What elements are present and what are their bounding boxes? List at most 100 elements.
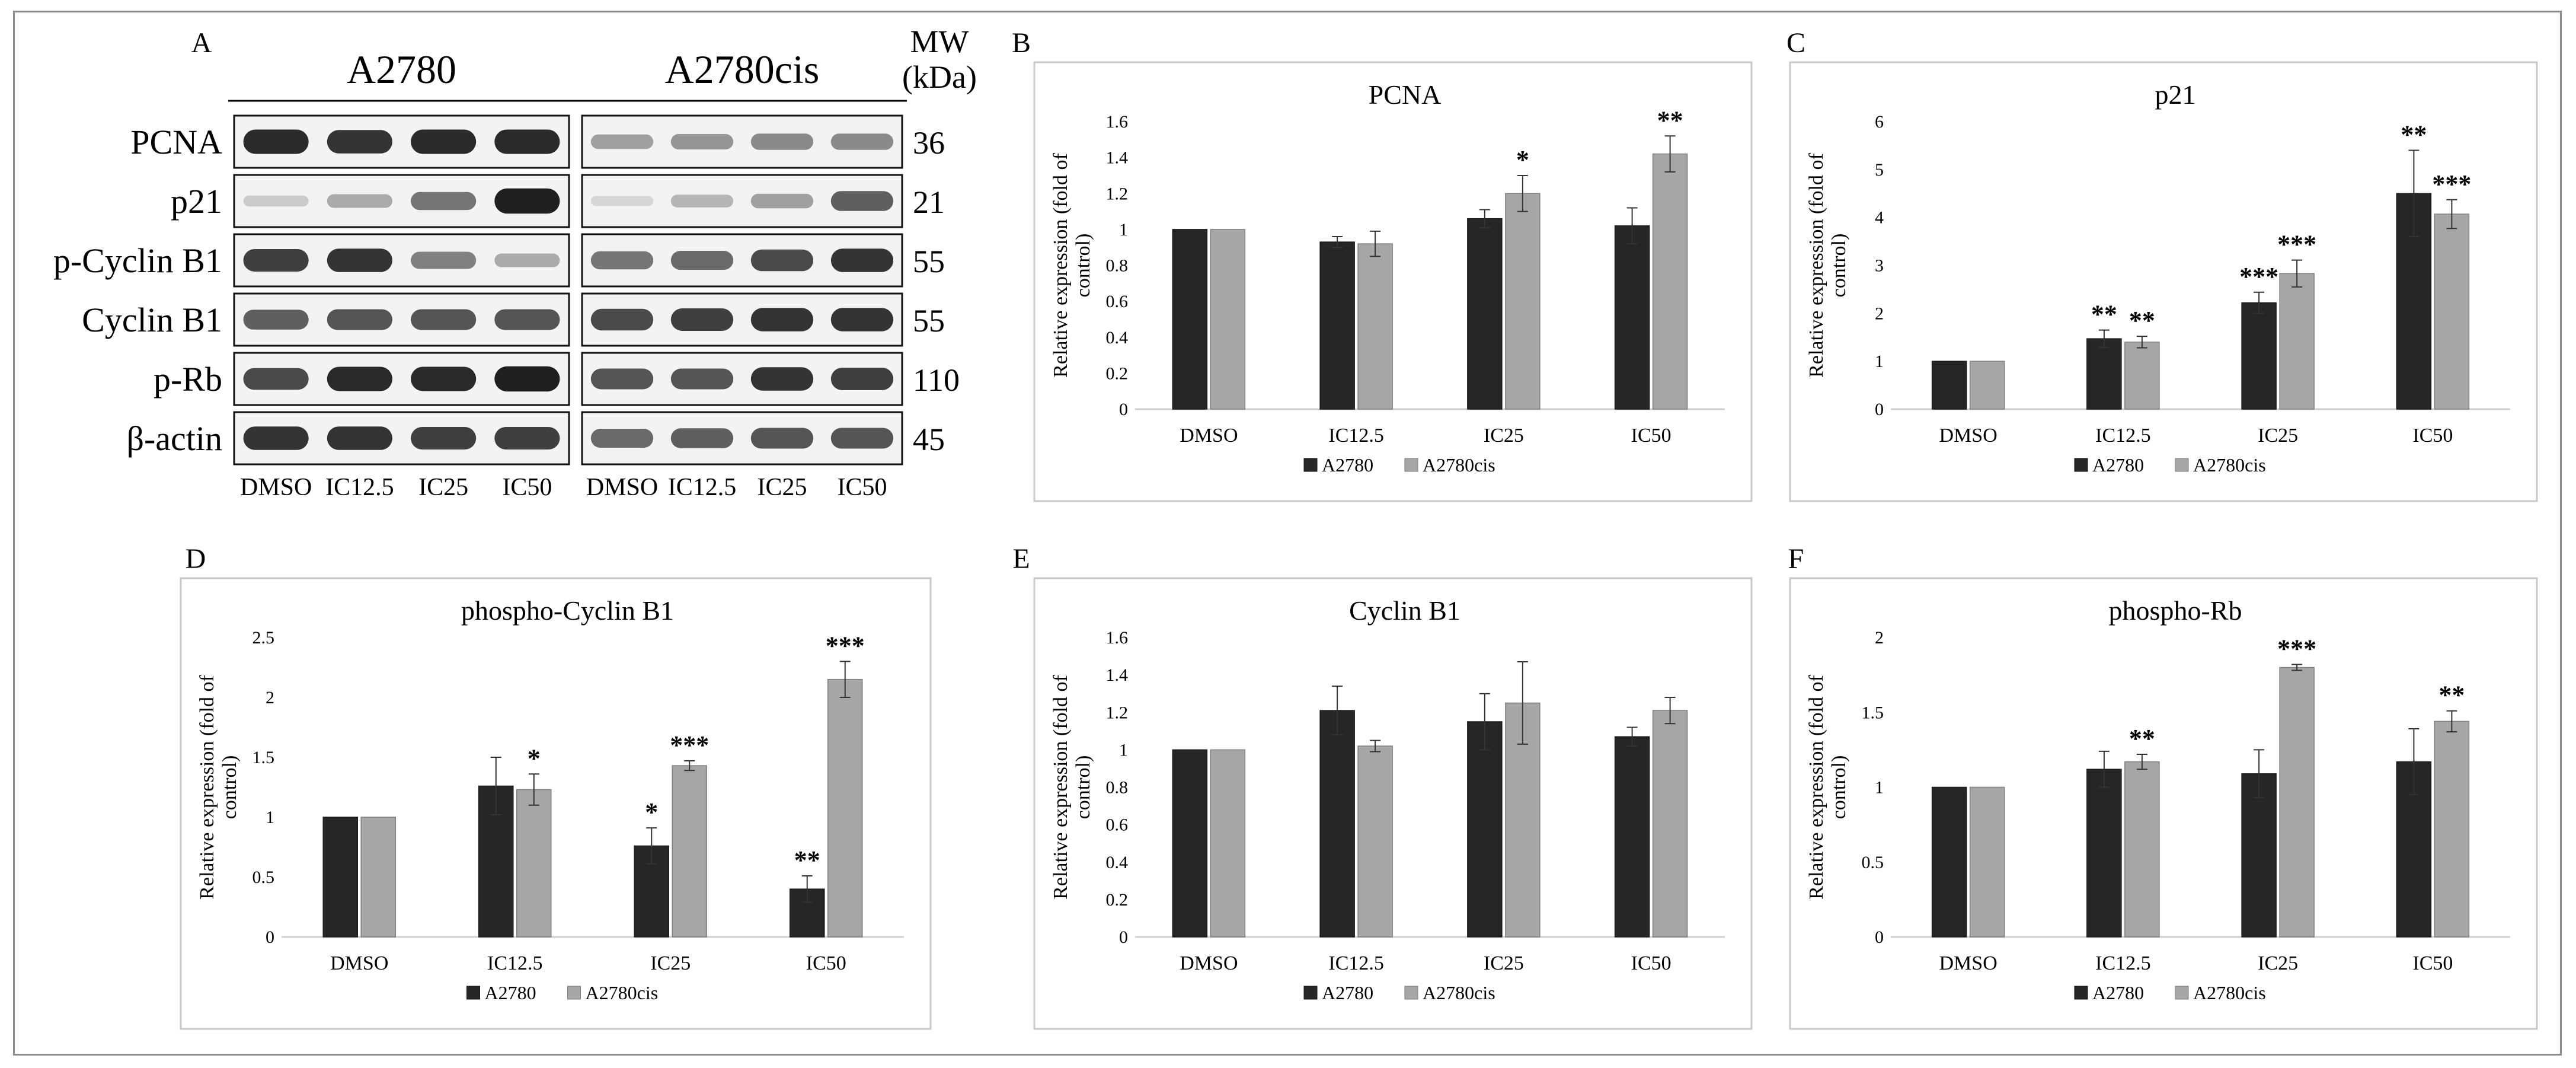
mw-header: MW [910, 24, 969, 59]
bar-a2780cis [827, 678, 863, 938]
x-category-label: IC12.5 [487, 952, 543, 974]
blot-band [243, 310, 309, 330]
blot-band [670, 251, 734, 270]
x-category-label: IC50 [2412, 425, 2453, 447]
significance-marker: ** [794, 846, 820, 875]
bar-a2780 [1319, 241, 1355, 410]
x-category-label: IC12.5 [2095, 425, 2151, 447]
chart-title: PCNA [1369, 79, 1442, 110]
legend-swatch-a2780 [1303, 458, 1318, 472]
bar-a2780 [322, 817, 358, 938]
lane-label: IC50 [838, 474, 887, 501]
blot-band [327, 426, 392, 450]
legend-label-a2780cis: A2780cis [1423, 454, 1495, 476]
panel-letter-a: A [191, 27, 212, 59]
y-tick-label: 0.8 [1106, 778, 1129, 798]
y-tick-label: 0.4 [1106, 853, 1129, 872]
legend-swatch-a2780cis [2175, 458, 2189, 472]
x-category-label: DMSO [1939, 425, 1997, 447]
x-category-label: DMSO [1180, 425, 1238, 447]
blot-band [750, 133, 814, 150]
blot-band [243, 368, 309, 390]
x-category-label: IC25 [2258, 952, 2298, 974]
bar-a2780 [1931, 786, 1967, 938]
y-tick-label: 0.5 [1862, 853, 1884, 872]
mw-value: 55 [913, 303, 945, 339]
significance-marker: ** [2401, 120, 2427, 149]
blot-band [830, 308, 894, 331]
blot-band [670, 428, 734, 448]
blot-band [670, 368, 734, 390]
significance-marker: * [645, 798, 658, 827]
x-category-label: IC25 [2258, 425, 2298, 447]
y-tick-label: 0.6 [1106, 292, 1129, 311]
y-tick-label: 1.5 [1862, 703, 1884, 722]
bar-a2780 [2241, 773, 2277, 938]
bar-a2780 [1931, 361, 1967, 410]
blot-band [590, 134, 654, 149]
blot-band [411, 192, 477, 211]
x-category-label: IC12.5 [1328, 952, 1384, 974]
bar-a2780 [1467, 721, 1503, 938]
figure-frame [13, 11, 2562, 1056]
blot-band [411, 251, 477, 269]
y-tick-label: 1 [1875, 778, 1884, 798]
bar-a2780cis [1505, 193, 1541, 410]
bar-a2780cis [2279, 273, 2315, 410]
x-category-label: IC12.5 [1328, 425, 1384, 447]
blot-band [411, 129, 477, 154]
y-tick-label: 0.6 [1106, 815, 1129, 835]
blot-label-p21: p21 [171, 182, 222, 221]
blot-band [830, 428, 894, 449]
y-tick-label: 0.2 [1106, 364, 1129, 383]
legend-swatch-a2780 [2074, 458, 2088, 472]
chart-title: p21 [2155, 79, 2196, 110]
chart-frame [1789, 61, 2538, 502]
legend-label-a2780: A2780 [485, 982, 536, 1003]
mw-unit: (kDa) [902, 59, 977, 95]
blot-band [830, 248, 894, 272]
y-axis-label: Relative expression (fold ofcontrol) [196, 675, 241, 900]
x-category-label: IC25 [650, 952, 691, 974]
bar-a2780 [2086, 338, 2122, 410]
y-tick-label: 1.5 [253, 748, 275, 767]
significance-marker: *** [2277, 230, 2316, 259]
blot-band [590, 429, 654, 448]
y-tick-label: 0 [1119, 400, 1128, 419]
y-tick-label: 1 [1119, 740, 1128, 760]
y-tick-label: 0 [1875, 927, 1884, 947]
significance-marker: *** [2277, 634, 2316, 663]
blot-band [327, 194, 392, 208]
y-tick-label: 0 [1119, 927, 1128, 947]
bar-a2780cis [1357, 243, 1393, 410]
mw-value: 110 [913, 362, 960, 398]
significance-marker: ** [2129, 306, 2155, 335]
mw-value: 55 [913, 244, 945, 279]
bar-a2780cis [1969, 361, 2005, 410]
significance-marker: *** [826, 631, 865, 660]
chart-title: phospho-Rb [2109, 595, 2242, 626]
blot-band [243, 426, 309, 450]
blot-band [494, 188, 560, 214]
legend-label-a2780: A2780 [1322, 454, 1373, 476]
lane-label: IC12.5 [325, 474, 394, 501]
y-axis-label: Relative expression (fold ofcontrol) [1805, 675, 1850, 900]
blot-band [327, 309, 392, 330]
blot-band [670, 134, 734, 149]
chart-panel-b: B PCNA Relative expression (fold ofcontrol… [1012, 27, 1753, 502]
bar-a2780cis [1969, 786, 2005, 938]
bar-a2780cis [1210, 229, 1246, 410]
y-tick-label: 1.2 [1106, 703, 1129, 722]
y-axis-label: Relative expression (fold ofcontrol) [1050, 675, 1094, 900]
blot-label-pcna: PCNA [130, 123, 222, 161]
mw-value: 21 [913, 184, 945, 220]
legend-swatch-a2780cis [567, 986, 581, 1000]
chart-frame [1033, 577, 1753, 1030]
blot-band [327, 130, 392, 154]
chart-title: phospho-Cyclin B1 [461, 595, 674, 626]
y-tick-label: 0.2 [1106, 890, 1129, 910]
significance-marker: *** [2432, 170, 2471, 199]
x-category-label: DMSO [1180, 952, 1238, 974]
legend-label-a2780: A2780 [2092, 982, 2144, 1003]
